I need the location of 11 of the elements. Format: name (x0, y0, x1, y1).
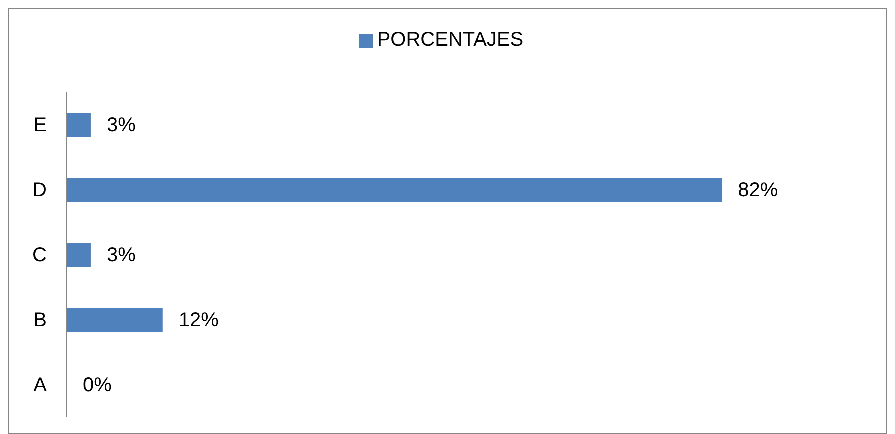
data-label: 3% (106, 244, 136, 266)
y-tick-label: B (34, 310, 47, 332)
y-tick-label: E (34, 114, 47, 137)
data-label: 0% (83, 374, 112, 396)
data-label: 3% (106, 114, 136, 136)
legend-label: PORCENTAJES (377, 29, 524, 51)
data-label: 12% (178, 310, 220, 332)
y-tick-label: C (32, 244, 47, 267)
y-tick-label: D (32, 180, 47, 202)
y-tick-label: A (34, 374, 48, 397)
data-label: 82% (738, 180, 778, 202)
